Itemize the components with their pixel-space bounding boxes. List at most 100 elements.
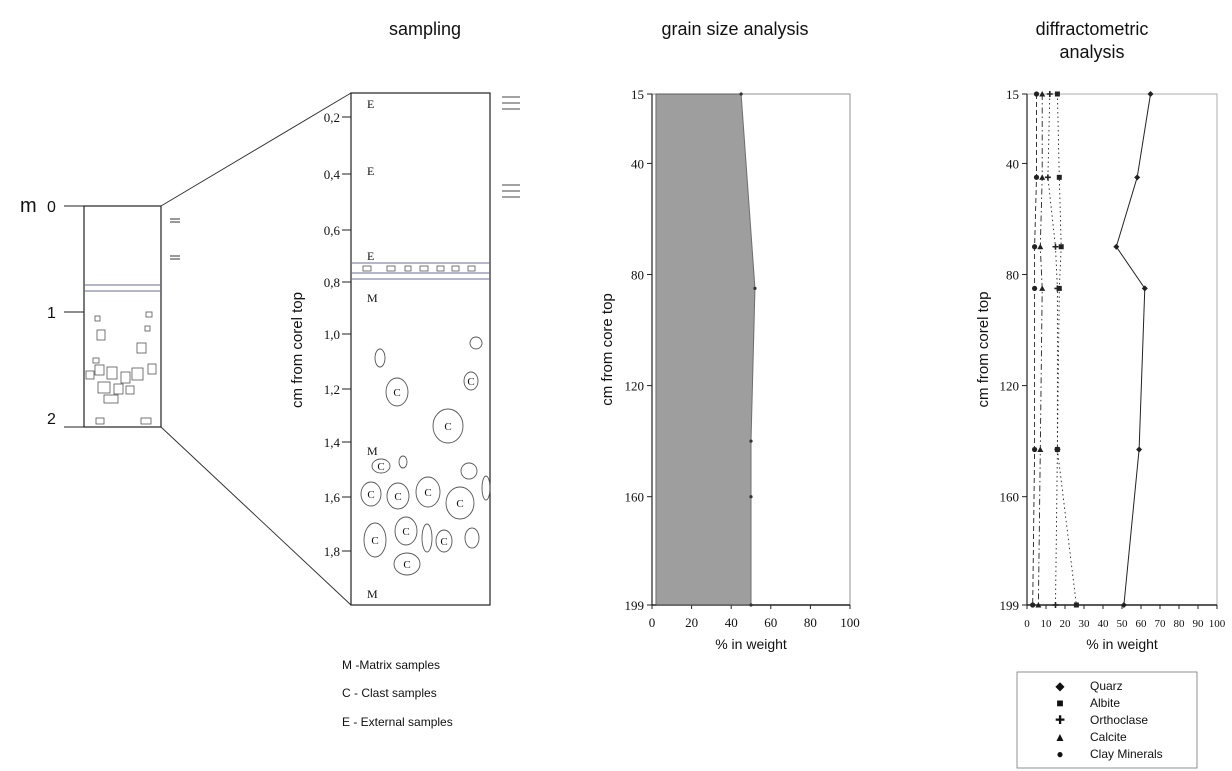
sampling-title: sampling	[389, 19, 461, 39]
sampling-tick-label: 0,6	[324, 223, 341, 238]
clast-label: C	[377, 461, 384, 473]
clast-label: C	[402, 526, 409, 538]
orthoclase-marker	[1052, 243, 1059, 250]
sample-letter-e1: E	[367, 97, 374, 111]
series-line-quarz	[1115, 93, 1151, 606]
clast-label: C	[403, 559, 410, 571]
legend-symbol: ✚	[1055, 713, 1065, 727]
clay-marker	[1032, 446, 1038, 453]
clast-outline	[385, 377, 409, 407]
orthoclase-marker	[1054, 285, 1061, 292]
clast-outline	[363, 522, 387, 558]
sampling-tick-label: 1,0	[324, 327, 340, 342]
legend-external: E - External samples	[342, 715, 453, 729]
x-tick-label: 60	[1136, 618, 1148, 630]
series-line-orthoclase	[1047, 93, 1058, 606]
y-tick-label: 80	[631, 268, 644, 283]
clast-label: C	[367, 489, 374, 501]
clast-outline	[360, 481, 382, 507]
core-column: m 0 1 2	[20, 195, 180, 428]
sampling-tick-label: 1,6	[324, 490, 341, 505]
y-tick-label: 120	[1000, 379, 1020, 394]
quarz-marker	[1113, 243, 1120, 250]
sampling-tick-label: 0,4	[324, 167, 341, 182]
clay-marker	[1033, 174, 1040, 180]
albite-marker	[1073, 602, 1079, 608]
grain-area	[655, 93, 756, 606]
x-tick-label: 80	[804, 615, 817, 630]
sampling-tick-label: 0,2	[324, 110, 340, 125]
clast-outline	[374, 348, 386, 368]
x-tick-label: 100	[1209, 618, 1226, 630]
y-tick-label: 15	[1006, 87, 1019, 102]
clay-marker	[1033, 91, 1040, 97]
x-tick-label: 60	[764, 615, 777, 630]
mineral-legend: ◆ Quarz ■ Albite ✚ Orthoclase ▲ Calcite ● Clay Mi…	[1016, 671, 1198, 769]
clast-label: C	[444, 421, 451, 433]
x-axis-label: % in weight	[1086, 636, 1158, 652]
grain-point	[749, 603, 753, 607]
plot-frame	[1026, 93, 1218, 606]
clast-outline	[393, 552, 421, 576]
x-tick-label: 30	[1079, 618, 1091, 630]
legend-symbol: ●	[1056, 747, 1063, 761]
series-line-calcite	[1037, 94, 1043, 606]
clast-outline	[464, 527, 480, 549]
clast-outline	[415, 476, 441, 508]
clast-outline	[435, 529, 453, 553]
y-tick-label: 160	[625, 490, 645, 505]
legend-mineral-name: Albite	[1090, 696, 1120, 710]
sampling-outline	[350, 92, 491, 606]
sampling-tick-label: 1,2	[324, 382, 340, 397]
clast-outline	[469, 336, 483, 350]
x-tick-label: 20	[1060, 618, 1072, 630]
orthoclase-marker	[1054, 446, 1061, 453]
legend-symbol: ▲	[1054, 730, 1066, 744]
grain-point	[753, 286, 757, 291]
orthoclase-marker	[1052, 602, 1059, 608]
y-tick-label: 15	[631, 87, 644, 102]
legend-matrix: M -Matrix samples	[342, 658, 440, 672]
calcite-marker	[1035, 602, 1042, 608]
clay-marker	[1032, 244, 1038, 250]
quarz-marker	[1141, 285, 1148, 292]
x-axis-label: % in weight	[715, 636, 787, 652]
sampling-ylabel: cm from corel top	[289, 292, 306, 408]
sample-letter-m1: M	[367, 291, 378, 305]
series-line-albite	[1056, 93, 1077, 606]
column-tick-2: 2	[47, 411, 56, 428]
legend-mineral-name: Calcite	[1090, 730, 1127, 744]
albite-marker	[1058, 244, 1064, 250]
diffractometric-chart: 15 40 80 120 160 199 0 10 20 30 40 50 60 70 80 90 100 % i…	[975, 87, 1226, 652]
orthoclase-marker	[1044, 174, 1051, 181]
y-tick-label: 120	[625, 379, 645, 394]
column-unit-label: m	[20, 195, 37, 217]
diffr-title-line2: analysis	[1059, 42, 1124, 62]
calcite-marker	[1039, 285, 1046, 291]
x-tick-label: 20	[685, 615, 698, 630]
column-tick-1: 1	[47, 305, 56, 322]
legend-mineral-name: Quarz	[1090, 679, 1123, 693]
sampling-tick-label: 1,4	[324, 435, 341, 450]
calcite-marker	[1039, 174, 1046, 180]
clay-marker	[1030, 602, 1036, 608]
y-tick-label: 40	[631, 156, 644, 171]
x-tick-label: 80	[1174, 618, 1186, 630]
clast-outline	[463, 371, 479, 391]
grain-point	[739, 92, 743, 96]
y-tick-label: 80	[1006, 268, 1019, 283]
column-outline	[83, 205, 162, 428]
calcite-marker	[1037, 446, 1044, 452]
clast-label: C	[394, 491, 401, 503]
sampling-tick-label: 1,8	[324, 544, 340, 559]
grain-point	[749, 439, 753, 443]
calcite-marker	[1039, 91, 1046, 97]
sample-letter-m2: M	[367, 444, 378, 458]
quarz-marker	[1120, 602, 1127, 608]
y-tick-label: 160	[1000, 490, 1020, 505]
clast-outline	[460, 462, 478, 480]
expansion-line-bottom	[160, 426, 352, 606]
clast-outline	[386, 482, 410, 510]
clast-outline	[481, 475, 491, 501]
